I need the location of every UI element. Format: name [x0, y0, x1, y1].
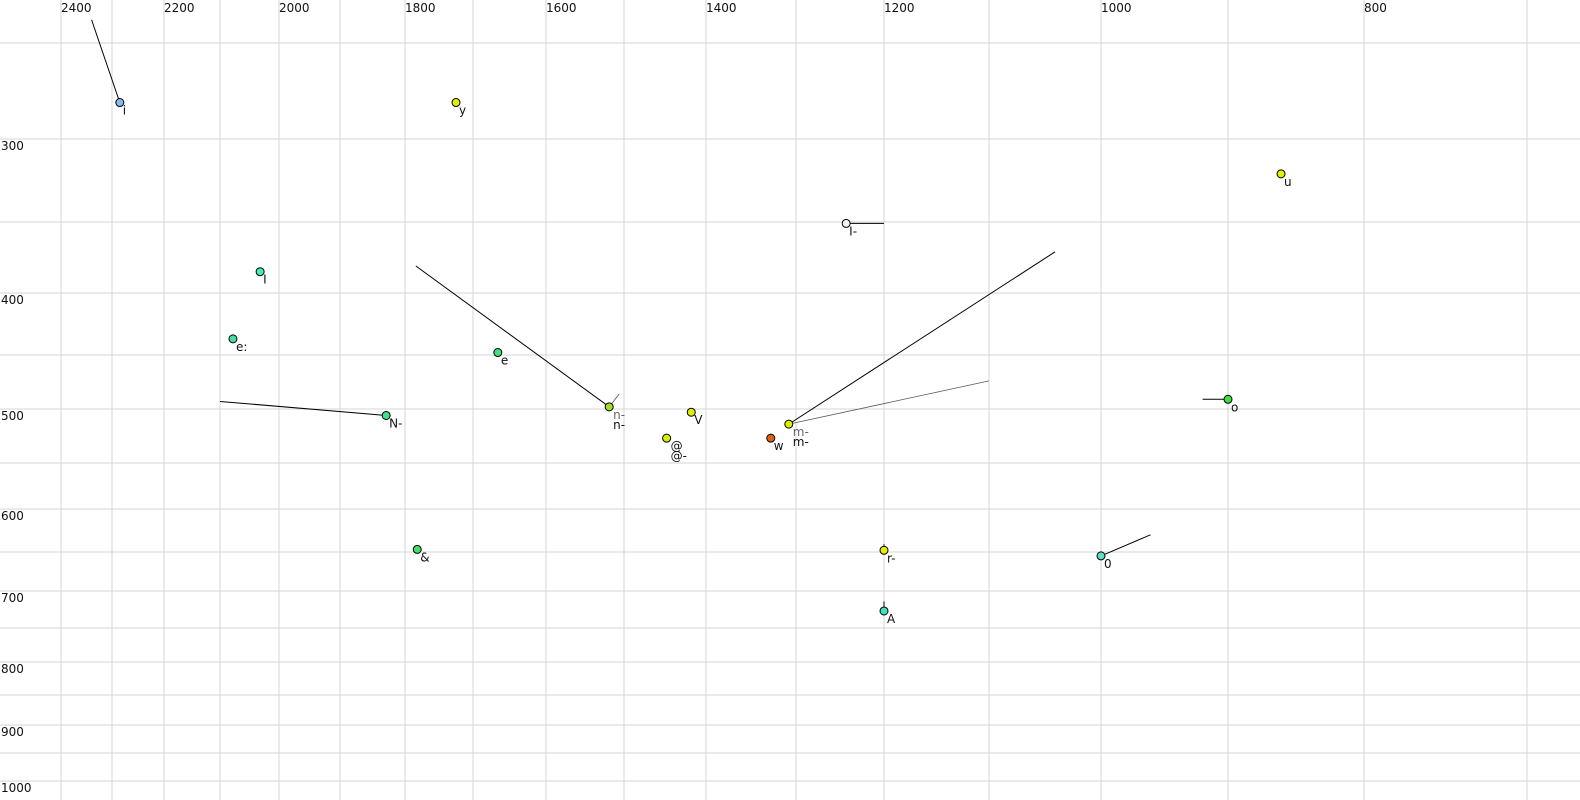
data-point [228, 334, 238, 344]
point-label-secondary: n- [613, 418, 625, 432]
y-tick-label: 300 [1, 139, 24, 153]
y-tick-label: 1000 [1, 781, 32, 795]
x-tick-label: 800 [1364, 1, 1387, 15]
data-point [451, 98, 461, 108]
point-label: u [1284, 175, 1292, 189]
data-point [879, 606, 889, 616]
data-point [841, 218, 851, 228]
point-label: y [459, 104, 466, 118]
data-point [784, 419, 794, 429]
data-point [115, 98, 125, 108]
y-tick-label: 500 [1, 409, 24, 423]
point-label: w [774, 439, 784, 453]
trajectory-line-secondary [788, 380, 990, 425]
point-label: n- [613, 408, 625, 422]
data-point [686, 407, 696, 417]
data-point [493, 348, 503, 358]
data-point [662, 433, 672, 443]
point-label-secondary: m- [793, 435, 809, 449]
y-tick-label: 900 [1, 725, 24, 739]
point-label: 0 [1104, 557, 1112, 571]
x-tick-label: 2200 [164, 1, 195, 15]
data-point [604, 402, 614, 412]
point-label: i [123, 104, 126, 118]
point-label: e: [236, 340, 247, 354]
trajectory-line [788, 251, 1056, 425]
point-label: r- [887, 551, 896, 565]
x-tick-label: 2000 [279, 1, 310, 15]
point-label: I [263, 273, 267, 287]
data-point [412, 544, 422, 554]
point-label: V [694, 413, 703, 427]
data-point [1096, 551, 1106, 561]
point-label: A [887, 612, 896, 626]
x-tick-label: 1600 [546, 1, 577, 15]
data-point [255, 267, 265, 277]
y-tick-label: 800 [1, 662, 24, 676]
trajectory-line [415, 265, 610, 408]
x-tick-label: 1000 [1101, 1, 1132, 15]
x-tick-label: 1800 [405, 1, 436, 15]
data-point [381, 410, 391, 420]
point-label: I- [849, 224, 857, 238]
point-label: o [1231, 400, 1238, 414]
point-label: e [501, 354, 508, 368]
trajectory-line [91, 19, 121, 103]
y-tick-label: 600 [1, 509, 24, 523]
data-points: i y u I- Ie: e N-n-n- V @@- w m-m-o & r- 0 A [115, 98, 1292, 626]
x-tick-label: 1200 [884, 1, 915, 15]
x-tick-label: 2400 [61, 1, 92, 15]
point-label: & [420, 550, 429, 564]
point-label-secondary: @- [671, 449, 687, 463]
point-label: m- [793, 425, 809, 439]
x-tick-label: 1400 [706, 1, 737, 15]
data-point [879, 545, 889, 555]
data-point [766, 433, 776, 443]
trajectories [91, 19, 1228, 611]
point-label: @ [671, 439, 683, 453]
point-label: N- [389, 416, 402, 430]
y-tick-label: 700 [1, 591, 24, 605]
tick-labels: 2400 2200 2000 1800 1600 1400 1200 1000 800 300 40… [1, 1, 1387, 795]
trajectory-line [219, 400, 387, 416]
y-tick-label: 400 [1, 293, 24, 307]
data-point [1276, 169, 1286, 179]
data-point [1223, 394, 1233, 404]
trajectory-line [1100, 534, 1151, 557]
